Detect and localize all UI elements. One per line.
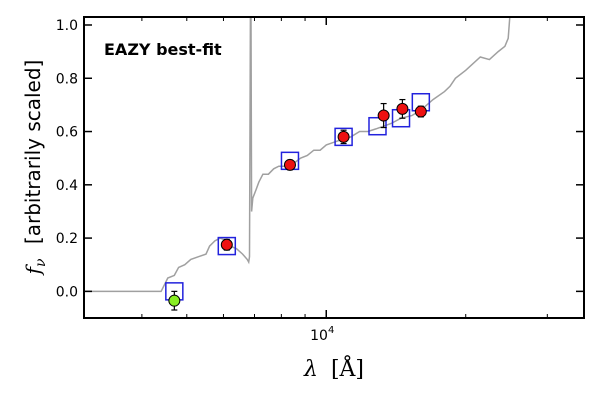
- y-tick-label: 0.4: [56, 178, 78, 194]
- annotation-text: EAZY best-fit: [104, 40, 222, 59]
- y-axis-text: [arbitrarily scaled]: [21, 60, 45, 244]
- observed-point: [396, 102, 409, 115]
- model-square-marker: [368, 116, 387, 136]
- observed-point: [377, 109, 390, 122]
- y-tick-label: 0.0: [56, 284, 78, 300]
- observed-point: [337, 130, 350, 143]
- model-square-marker: [217, 236, 237, 256]
- plot-frame: [83, 16, 585, 319]
- x-tick-exponent: 4: [328, 325, 334, 336]
- y-axis-label: fν [arbitrarily scaled]: [21, 60, 50, 277]
- observed-point: [414, 105, 427, 118]
- x-axis-unit: [Å]: [331, 354, 364, 382]
- template-layer: [84, 16, 511, 293]
- x-axis-symbol: λ: [303, 357, 318, 382]
- observed-layer: [168, 98, 427, 311]
- x-tick-label: 104: [310, 325, 334, 344]
- model-square-marker: [334, 127, 353, 147]
- y-tick-label: 1.0: [56, 18, 78, 34]
- y-axis-subscript: ν: [33, 258, 49, 267]
- y-tick-label: 0.6: [56, 125, 78, 141]
- x-axis-label: λ [Å]: [303, 354, 364, 382]
- observed-point: [283, 158, 296, 171]
- observed-point: [168, 294, 181, 307]
- template-spectrum-line: [84, 16, 511, 293]
- ticks-layer: 0.0 0.2 0.4 0.6 0.8 1.0 104: [56, 17, 584, 344]
- y-tick-label: 0.8: [56, 71, 78, 87]
- observed-point: [220, 238, 233, 251]
- y-tick-label: 0.2: [56, 231, 78, 247]
